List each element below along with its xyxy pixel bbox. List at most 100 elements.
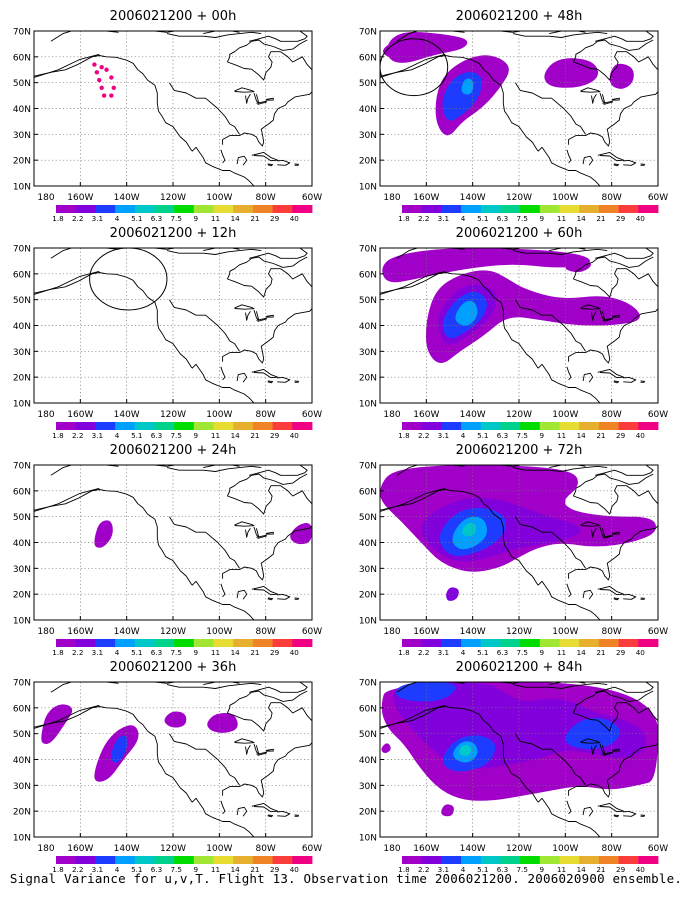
colorbar-label: 21 (250, 431, 259, 440)
coastline (566, 583, 572, 598)
colorbar-label: 5.1 (131, 214, 142, 223)
coastline (515, 82, 586, 135)
x-tick-label: 120W (160, 627, 186, 637)
coastline (245, 528, 251, 538)
coastline (597, 151, 625, 162)
x-tick-label: 180 (37, 844, 54, 854)
colorbar-swatch (75, 422, 96, 430)
coastline (591, 745, 597, 755)
coastline (169, 82, 240, 135)
coastline (227, 268, 312, 298)
y-tick-label: 50N (359, 296, 377, 306)
colorbar-swatch (213, 639, 234, 647)
coastline (169, 299, 240, 352)
coastline (234, 738, 255, 744)
colorbar-swatch (75, 856, 96, 864)
colorbar-label: 29 (270, 865, 280, 874)
panel-title: 2006021200 + 84h (456, 660, 583, 675)
x-tick-label: 180 (37, 410, 54, 420)
colorbar-label: 5.1 (477, 865, 488, 874)
colorbar-swatch (461, 422, 482, 430)
flight-track (380, 270, 446, 295)
coastline (294, 597, 299, 600)
colorbar-swatch (115, 205, 136, 213)
coastline (266, 97, 274, 101)
x-tick-label: 140W (114, 844, 140, 854)
colorbar-label: 29 (616, 865, 626, 874)
coastline (594, 31, 654, 42)
x-tick-label: 160W (67, 627, 93, 637)
y-tick-label: 60N (13, 53, 31, 63)
x-tick-label: 120W (160, 410, 186, 420)
coastline (294, 380, 299, 383)
y-tick-label: 70N (359, 28, 377, 38)
x-tick-label: 160W (413, 410, 439, 420)
colorbar-label: 40 (636, 648, 646, 657)
y-tick-label: 50N (359, 730, 377, 740)
y-tick-label: 10N (13, 183, 31, 193)
colorbar-swatch (174, 639, 195, 647)
coastline (277, 593, 291, 600)
coastline (568, 91, 658, 147)
coastline (34, 489, 255, 620)
colorbar-label: 14 (231, 214, 241, 223)
coastline (166, 248, 262, 255)
x-tick-label: 60W (302, 193, 322, 203)
coastline (251, 802, 279, 813)
x-tick-label: 160W (67, 193, 93, 203)
x-tick-label: 80W (601, 627, 621, 637)
colorbar-label: 3.1 (92, 214, 103, 223)
y-tick-label: 30N (13, 131, 31, 141)
coastline (572, 256, 654, 280)
variance-region (565, 260, 591, 273)
colorbar-label: 7.5 (170, 648, 181, 657)
coastline (640, 597, 645, 600)
coastline (566, 149, 572, 164)
y-tick-label: 10N (13, 400, 31, 410)
colorbar-label: 40 (290, 648, 300, 657)
coastline (566, 800, 572, 815)
colorbar-swatch (95, 422, 116, 430)
colorbar-label: 6.3 (497, 648, 508, 657)
colorbar-label: 4 (461, 865, 466, 874)
y-tick-label: 70N (13, 28, 31, 38)
colorbar-swatch (134, 856, 155, 864)
colorbar-label: 6.3 (497, 214, 508, 223)
map-panel: 2006021200 + 60h 70N 60N 50N 40N 30N 20N 10N 160… (359, 226, 668, 440)
colorbar-swatch (520, 422, 541, 430)
colorbar-label: 40 (290, 865, 300, 874)
colorbar-swatch (421, 422, 442, 430)
y-tick-label: 70N (13, 679, 31, 689)
colorbar-label: 6.3 (151, 214, 162, 223)
coastline (640, 163, 645, 166)
colorbar-swatch (272, 856, 293, 864)
coastline (549, 31, 586, 35)
y-tick-label: 40N (13, 539, 31, 549)
x-tick-label: 60W (648, 193, 668, 203)
colorbar-swatch (520, 205, 541, 213)
coastline (256, 317, 268, 322)
coastline (613, 814, 620, 818)
coastline (572, 39, 654, 63)
x-tick-label: 60W (302, 410, 322, 420)
colorbar-swatch (579, 856, 600, 864)
panel-title: 2006021200 + 12h (110, 226, 237, 241)
coastline (568, 742, 658, 798)
colorbar-swatch (618, 856, 639, 864)
x-tick-label: 80W (601, 410, 621, 420)
coastline (591, 528, 597, 538)
colorbar-swatch (252, 639, 273, 647)
variance-region (441, 804, 454, 817)
coastline (623, 593, 637, 600)
x-tick-label: 100W (552, 193, 578, 203)
colorbar-swatch (579, 639, 600, 647)
coastline (226, 256, 308, 280)
coastline (226, 690, 308, 714)
map-panel: 2006021200 + 72h 70N 60N 50N 40N 30N 20N 10N 160… (359, 443, 668, 657)
colorbar-swatch (598, 856, 619, 864)
y-tick-label: 60N (13, 270, 31, 280)
variance-region (544, 58, 599, 88)
map-frame (33, 464, 313, 621)
figure-caption: Signal Variance for u,v,T. Flight 13. Ob… (9, 871, 683, 886)
colorbar-swatch (461, 639, 482, 647)
